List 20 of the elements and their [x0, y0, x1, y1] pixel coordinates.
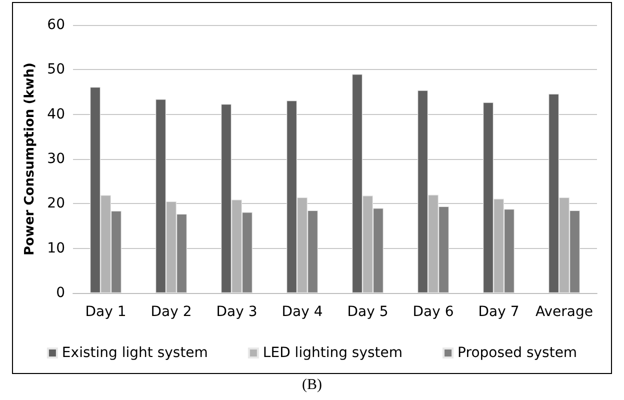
y-tick-label: 20: [47, 196, 65, 212]
text: (B): [301, 377, 323, 394]
x-tick-label: Day 6: [412, 304, 454, 320]
legend-label: Proposed system: [458, 345, 578, 361]
x-tick-label: Day 7: [478, 304, 520, 320]
legend-label: Existing light system: [62, 345, 208, 361]
x-tick-label: Day 4: [282, 304, 323, 320]
x-tick-label: Day 2: [150, 304, 192, 320]
y-tick-label: 0: [56, 285, 65, 301]
y-tick-label: 60: [47, 17, 65, 33]
y-tick-label: 30: [47, 151, 65, 167]
legend-label: LED lighting system: [262, 345, 403, 361]
x-tick-label: Day 1: [85, 304, 126, 320]
x-tick-label: Day 3: [216, 304, 258, 320]
y-tick-label: 40: [47, 106, 65, 122]
y-tick-label: 10: [47, 240, 65, 256]
y-axis-title: Power Consumption (kwh): [22, 62, 38, 256]
x-tick-label: Average: [536, 304, 593, 320]
x-tick-label: Day 5: [347, 304, 388, 320]
y-tick-label: 50: [47, 62, 65, 78]
